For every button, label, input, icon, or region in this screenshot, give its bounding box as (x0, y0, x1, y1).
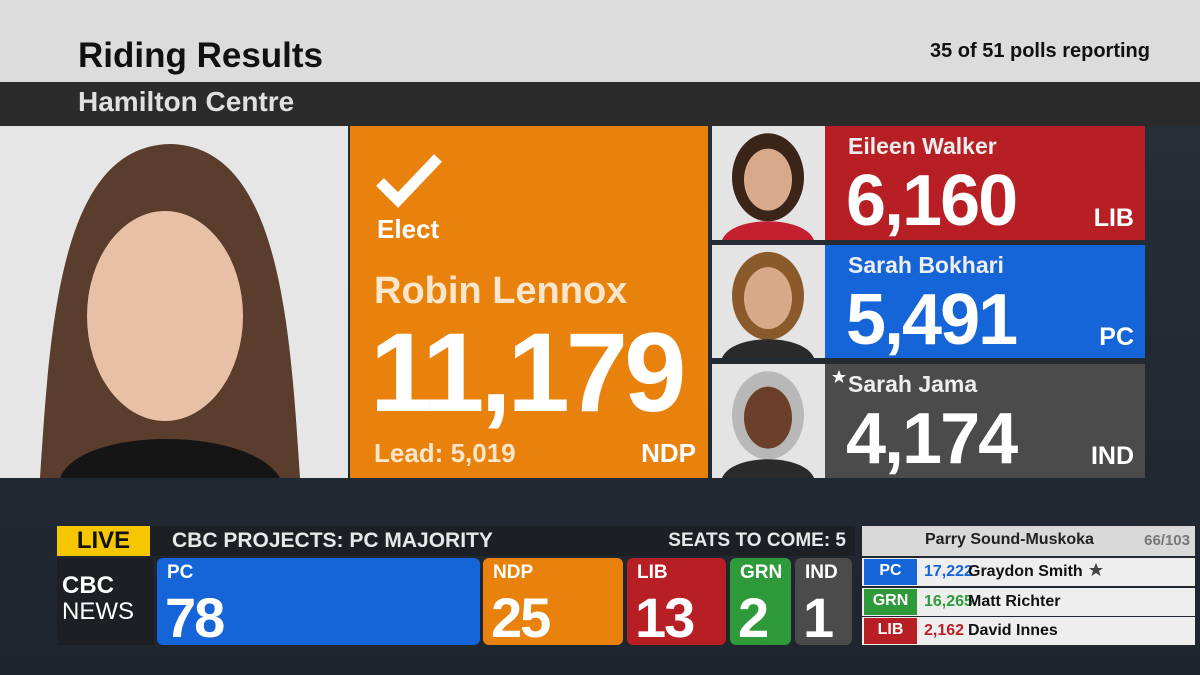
winner-photo (0, 126, 348, 478)
seats-to-come: SEATS TO COME: 5 (668, 530, 846, 551)
row-name: David Innes (968, 622, 1058, 639)
winner-party: NDP (641, 438, 696, 468)
row-bg (862, 558, 1195, 586)
seat-count: 13 (635, 586, 695, 649)
row-name: Graydon Smith (968, 563, 1083, 580)
candidate-panel (825, 364, 1145, 478)
candidate-party: PC (1099, 323, 1134, 351)
winner-name: Robin Lennox (374, 270, 628, 312)
other-riding-polls: 66/103 (1144, 532, 1190, 549)
logo-box (57, 558, 154, 645)
seat-bar (730, 558, 791, 645)
seat-bar (795, 558, 852, 645)
candidate-photo (712, 364, 825, 478)
seat-party: GRN (740, 562, 783, 583)
row-votes: 16,265 (924, 592, 973, 610)
row-party-box (864, 618, 917, 644)
seat-count: 25 (491, 586, 551, 649)
candidate-photo (712, 245, 825, 358)
other-riding-name: Parry Sound-Muskoka (925, 531, 1094, 548)
seat-count: 2 (738, 586, 769, 649)
row-bg (862, 617, 1195, 645)
candidate-panel (825, 126, 1145, 240)
headline: CBC PROJECTS: PC MAJORITY (172, 529, 493, 552)
riding-bar (0, 82, 1200, 126)
seat-bar (627, 558, 726, 645)
live-label: LIVE (76, 527, 131, 554)
row-votes: 17,222 (924, 563, 973, 580)
seat-party: PC (167, 562, 194, 583)
candidate-name: Sarah Jama (848, 371, 978, 397)
seat-bar (483, 558, 623, 645)
candidate-photo (712, 126, 825, 240)
riding-name: Hamilton Centre (78, 86, 295, 117)
candidate-votes: 6,160 (846, 161, 1018, 241)
elect-check (376, 154, 442, 208)
headline-bar (150, 526, 855, 556)
elect-label: Elect (377, 214, 440, 244)
row-party: PC (879, 562, 902, 579)
title: Riding Results (78, 36, 324, 75)
seat-party: IND (805, 562, 838, 583)
row-votes: 2,162 (924, 622, 965, 639)
row-party: LIB (877, 621, 904, 638)
logo-bottom: NEWS (62, 598, 134, 625)
candidate-votes: 4,174 (846, 399, 1018, 479)
candidate-name: Sarah Bokhari (848, 252, 1004, 278)
live-box (57, 526, 150, 556)
seat-count: 1 (803, 586, 834, 649)
candidate-party: LIB (1093, 204, 1134, 232)
winner-votes: 11,179 (370, 310, 686, 435)
candidate-name: Eileen Walker (848, 133, 997, 159)
row-name: Matt Richter (968, 592, 1061, 610)
other-riding-header (862, 526, 1195, 556)
seat-party: LIB (637, 562, 668, 583)
row-party-box (864, 559, 917, 585)
incumbent-star (1089, 563, 1103, 576)
seat-count: 78 (165, 586, 225, 649)
candidate-party: IND (1090, 442, 1134, 470)
top-bar (0, 0, 1200, 82)
winner-lead: Lead: 5,019 (374, 438, 516, 468)
seat-bar (157, 558, 480, 645)
candidate-votes: 5,491 (846, 280, 1018, 360)
polls-reporting: 35 of 51 polls reporting (929, 40, 1150, 62)
incumbent-star (832, 370, 846, 383)
row-bg (862, 587, 1195, 616)
logo-top: CBC (62, 572, 114, 599)
seat-party: NDP (493, 562, 534, 583)
row-party: GRN (872, 591, 909, 609)
row-party-box (864, 588, 917, 615)
candidate-panel (825, 245, 1145, 358)
